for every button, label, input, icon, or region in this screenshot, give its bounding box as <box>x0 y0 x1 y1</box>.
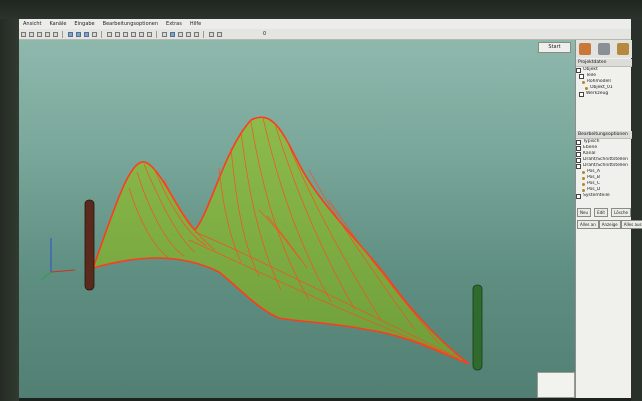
measure-icon[interactable] <box>114 31 120 37</box>
checkbox-icon[interactable] <box>576 193 581 199</box>
expand-icon[interactable] <box>579 91 584 97</box>
record-icon[interactable] <box>193 31 199 37</box>
folder-icon[interactable] <box>616 43 629 55</box>
op-item[interactable]: Pos_C <box>576 181 632 187</box>
redo-icon[interactable] <box>216 31 222 37</box>
checkbox-icon[interactable] <box>576 163 581 169</box>
simulate-icon[interactable] <box>161 31 167 37</box>
expand-icon[interactable] <box>576 67 581 73</box>
menu-hilfe[interactable]: Hilfe <box>189 21 202 27</box>
tree-item-objekt-01[interactable]: Objekt_01 <box>576 85 632 91</box>
zoom-fit-icon[interactable] <box>36 31 42 37</box>
path-icon <box>582 170 585 174</box>
camera-icon[interactable] <box>169 31 175 37</box>
machine-icon[interactable] <box>597 43 610 55</box>
edit-button[interactable]: Edit <box>594 208 608 217</box>
op-item[interactable]: Pos_B <box>576 175 632 181</box>
op-item[interactable]: Draht/Schnittstellen <box>576 157 632 163</box>
toolbar-separator <box>203 30 204 38</box>
menu-eingabe[interactable]: Eingabe <box>74 21 95 27</box>
panel-toolbar <box>576 40 632 58</box>
path-icon <box>582 182 585 186</box>
panel-button-row-1: Neu Edit Lösche <box>577 208 631 217</box>
checkbox-icon[interactable] <box>576 139 581 145</box>
monitor-frame-left <box>0 19 19 401</box>
menu-ansicht[interactable]: Ansicht <box>23 21 42 27</box>
play-icon[interactable] <box>177 31 183 37</box>
viewport-start-button[interactable]: Start <box>538 42 571 53</box>
op-item[interactable]: Draht/Schnittstellen <box>576 163 632 169</box>
wireframe-icon[interactable] <box>130 31 136 37</box>
main-toolbar: 0 <box>19 29 631 40</box>
part-icon <box>585 86 588 90</box>
wire-lines <box>128 117 460 359</box>
select-icon[interactable] <box>106 31 112 37</box>
monitor-frame-top <box>0 0 642 19</box>
toolbar-value-field[interactable]: 0 <box>263 31 267 37</box>
menu-extras[interactable]: Extras <box>166 21 182 27</box>
view-cube[interactable] <box>537 372 575 398</box>
axis-triad-icon <box>40 238 76 281</box>
zoom-out-icon[interactable] <box>28 31 34 37</box>
all-off-button[interactable]: Alles aus <box>620 220 642 229</box>
stop-icon[interactable] <box>185 31 191 37</box>
part-icon <box>582 80 585 84</box>
project-tree-title: Projektdaten <box>576 59 632 67</box>
side-panel: Projektdaten Objekt Teile Rohmodell Obje… <box>575 40 642 398</box>
operations-list: Bearbeitungsoptionen Typisch Ebene Kanal… <box>576 131 632 203</box>
view-front-icon[interactable] <box>67 31 73 37</box>
3d-viewport[interactable]: Start <box>19 40 575 398</box>
op-item[interactable]: Systemteile <box>576 193 632 199</box>
all-on-button[interactable]: Alles an <box>577 220 599 229</box>
zoom-in-icon[interactable] <box>20 31 26 37</box>
toolbar-separator <box>62 30 63 38</box>
tool-icon[interactable] <box>579 43 592 55</box>
op-item[interactable]: Pos_A <box>576 169 632 175</box>
op-item[interactable]: Kanal <box>576 151 632 157</box>
section-icon[interactable] <box>138 31 144 37</box>
project-tree: Projektdaten Objekt Teile Rohmodell Obje… <box>576 59 632 129</box>
undo-icon[interactable] <box>208 31 214 37</box>
expand-icon[interactable] <box>579 73 584 79</box>
right-post[interactable] <box>472 284 483 371</box>
menu-bearbeitungsoptionen[interactable]: Bearbeitungsoptionen <box>102 21 159 27</box>
operations-title: Bearbeitungsoptionen <box>576 131 632 139</box>
shade-icon[interactable] <box>122 31 128 37</box>
grid-icon[interactable] <box>146 31 152 37</box>
tree-item-werkzeug[interactable]: Werkzeug <box>576 91 632 97</box>
left-post[interactable] <box>84 199 95 291</box>
panel-button-row-2: Alles an Anzeige Alles aus <box>577 220 642 229</box>
tree-item-rohmodell[interactable]: Rohmodell <box>576 79 632 85</box>
view-iso-icon[interactable] <box>91 31 97 37</box>
path-icon <box>582 176 585 180</box>
op-item[interactable]: Ebene <box>576 145 632 151</box>
checkbox-icon[interactable] <box>576 145 581 151</box>
view-top-icon[interactable] <box>75 31 81 37</box>
tree-item-objekt[interactable]: Objekt <box>576 67 632 73</box>
view-side-icon[interactable] <box>83 31 89 37</box>
pan-icon[interactable] <box>44 31 50 37</box>
tree-item-teile[interactable]: Teile <box>576 73 632 79</box>
toolbar-separator <box>156 30 157 38</box>
toolbar-separator <box>101 30 102 38</box>
new-button[interactable]: Neu <box>577 208 591 217</box>
rotate-icon[interactable] <box>52 31 58 37</box>
path-icon <box>582 188 585 192</box>
display-button[interactable]: Anzeige <box>598 220 621 229</box>
op-item[interactable]: Typisch <box>576 139 632 145</box>
checkbox-icon[interactable] <box>576 151 581 157</box>
menu-kanaele[interactable]: Kanäle <box>49 21 67 27</box>
checkbox-icon[interactable] <box>576 157 581 163</box>
monitor-frame-right <box>631 19 642 401</box>
3d-scene <box>40 116 483 371</box>
delete-button[interactable]: Lösche <box>611 208 631 217</box>
op-item[interactable]: Pos_D <box>576 187 632 193</box>
